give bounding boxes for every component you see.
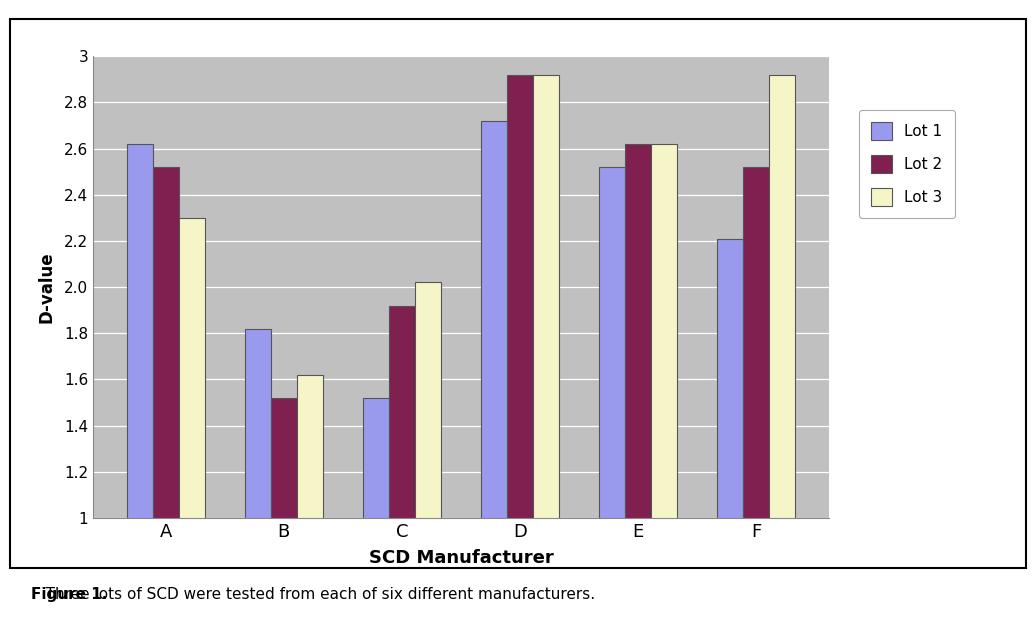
Bar (744, 167, 770, 624)
Bar (126, 144, 152, 624)
Bar (599, 167, 626, 624)
Y-axis label: D-value: D-value (37, 251, 56, 323)
Bar (717, 238, 744, 624)
Bar (770, 75, 796, 624)
Bar (270, 398, 296, 624)
Text: Figure 1.: Figure 1. (31, 587, 108, 602)
Bar (415, 283, 441, 624)
Bar (152, 167, 178, 624)
Bar (481, 121, 507, 624)
Bar (652, 144, 678, 624)
Bar (507, 75, 534, 624)
Legend: Lot 1, Lot 2, Lot 3: Lot 1, Lot 2, Lot 3 (859, 110, 955, 218)
X-axis label: SCD Manufacturer: SCD Manufacturer (369, 549, 553, 567)
Bar (534, 75, 559, 624)
Bar (388, 306, 415, 624)
Bar (178, 218, 205, 624)
Bar (244, 329, 270, 624)
Bar (363, 398, 388, 624)
Bar (626, 144, 652, 624)
Text: Three lots of SCD were tested from each of six different manufacturers.: Three lots of SCD were tested from each … (31, 587, 596, 602)
Bar (296, 375, 323, 624)
